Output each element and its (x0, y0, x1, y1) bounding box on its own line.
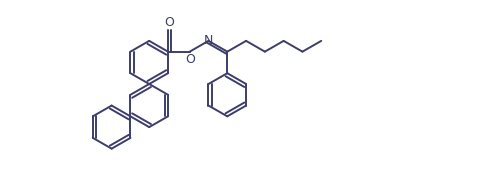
Text: O: O (185, 53, 195, 66)
Text: N: N (204, 34, 213, 47)
Text: O: O (165, 16, 174, 29)
